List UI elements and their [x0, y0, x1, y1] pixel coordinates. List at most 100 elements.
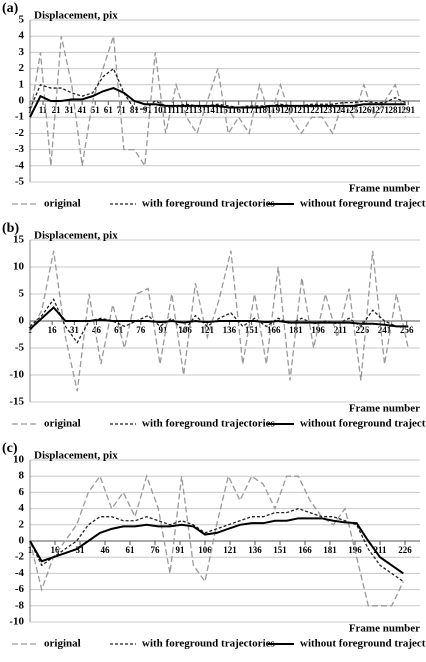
y-tick-label: -4 — [15, 159, 25, 171]
x-tick-label: 241 — [378, 325, 392, 335]
x-tick-label: 101 — [154, 105, 168, 115]
x-tick-label: 181 — [289, 325, 303, 335]
x-tick-label: 61 — [104, 105, 114, 115]
x-axis-label: Frame number — [349, 403, 420, 415]
x-tick-label: 1 — [28, 105, 33, 115]
y-tick-label: 0 — [19, 535, 25, 547]
legend-label: without foreground trajectories — [300, 638, 426, 650]
x-tick-label: 151 — [245, 325, 259, 335]
x-tick-label: 31 — [70, 325, 80, 335]
y-tick-label: 0 — [19, 95, 25, 107]
y-tick-label: 0 — [19, 315, 25, 327]
y-tick-label: 5 — [19, 14, 25, 26]
x-tick-label: 151 — [273, 545, 287, 555]
x-tick-label: 121 — [201, 325, 215, 335]
series-line — [29, 298, 409, 344]
x-tick-label: 166 — [267, 325, 281, 335]
x-axis-label: Frame number — [349, 183, 420, 195]
legend-label: with foreground trajectories — [142, 638, 276, 650]
x-tick-label: 171 — [245, 105, 259, 115]
x-tick-label: 226 — [398, 545, 412, 555]
panel-label: (b) — [2, 221, 19, 236]
x-tick-label: 111 — [167, 105, 180, 115]
series-line — [29, 250, 409, 392]
x-tick-label: 121 — [223, 545, 237, 555]
x-tick-label: 51 — [91, 105, 101, 115]
y-tick-label: 10 — [13, 454, 25, 466]
x-tick-label: 201 — [284, 105, 298, 115]
x-tick-label: 91 — [176, 545, 186, 555]
x-tick-label: 16 — [51, 545, 61, 555]
x-tick-label: 256 — [400, 325, 414, 335]
y-tick-label: -15 — [9, 396, 24, 408]
x-tick-label: 231 — [323, 105, 337, 115]
x-tick-label: 61 — [114, 325, 124, 335]
y-axis-label: Displacement, pix — [34, 450, 118, 462]
y-tick-label: -4 — [15, 567, 25, 579]
x-tick-label: 131 — [193, 105, 207, 115]
x-tick-label: 21 — [52, 105, 62, 115]
legend-label: with foreground trajectories — [142, 198, 276, 210]
y-tick-label: 4 — [19, 30, 25, 42]
legend-label: with foreground trajectories — [142, 418, 276, 430]
x-tick-label: 166 — [298, 545, 312, 555]
y-tick-label: 15 — [13, 234, 25, 246]
x-tick-label: 226 — [356, 325, 370, 335]
legend-label: without foreground trajectories — [300, 418, 426, 430]
x-tick-label: 106 — [178, 325, 192, 335]
x-tick-label: 211 — [297, 105, 311, 115]
legend-label: without foreground trajectories — [300, 198, 426, 210]
x-tick-label: 291 — [402, 105, 416, 115]
x-tick-label: 76 — [151, 545, 161, 555]
y-tick-label: -6 — [15, 583, 25, 595]
y-tick-label: 6 — [19, 486, 25, 498]
x-tick-label: 241 — [336, 105, 350, 115]
y-tick-label: 8 — [19, 470, 25, 482]
y-tick-label: 10 — [13, 261, 25, 273]
panel-label: (c) — [2, 441, 18, 456]
x-tick-label: 91 — [143, 105, 153, 115]
x-tick-label: 31 — [65, 105, 75, 115]
x-tick-label: 91 — [158, 325, 168, 335]
y-axis-label: Displacement, pix — [34, 10, 118, 22]
x-tick-label: 161 — [232, 105, 246, 115]
series-line — [29, 474, 404, 607]
x-tick-label: 141 — [206, 105, 220, 115]
y-tick-label: -10 — [9, 369, 24, 381]
x-tick-label: 11 — [39, 105, 48, 115]
y-tick-label: 5 — [19, 288, 25, 300]
legend-label: original — [44, 638, 81, 650]
series-line — [29, 67, 406, 110]
y-tick-label: 2 — [19, 518, 25, 530]
x-tick-label: 41 — [78, 105, 88, 115]
x-tick-label: 106 — [198, 545, 212, 555]
y-tick-label: -2 — [15, 551, 25, 563]
x-tick-label: 61 — [126, 545, 136, 555]
y-tick-label: -8 — [15, 599, 25, 611]
legend-label: original — [44, 198, 81, 210]
series-line — [29, 306, 409, 330]
x-tick-label: 81 — [130, 105, 140, 115]
y-axis-label: Displacement, pix — [34, 230, 118, 242]
x-tick-label: 31 — [76, 545, 86, 555]
series-line — [29, 517, 404, 575]
y-tick-label: 2 — [19, 62, 25, 74]
y-tick-label: 4 — [19, 502, 25, 514]
x-tick-label: 196 — [311, 325, 325, 335]
x-tick-label: 181 — [323, 545, 337, 555]
y-tick-label: -5 — [15, 176, 25, 188]
x-tick-label: 136 — [248, 545, 262, 555]
series-line — [29, 86, 406, 118]
x-tick-label: 261 — [362, 105, 376, 115]
y-tick-label: -1 — [15, 111, 24, 123]
x-tick-label: 181 — [258, 105, 272, 115]
x-tick-label: 271 — [375, 105, 389, 115]
x-tick-label: 281 — [388, 105, 402, 115]
y-tick-label: -2 — [15, 127, 25, 139]
x-tick-label: 191 — [271, 105, 285, 115]
x-tick-label: 46 — [101, 545, 111, 555]
x-tick-label: 211 — [373, 545, 387, 555]
y-tick-label: 3 — [19, 46, 25, 58]
series-line — [29, 36, 407, 168]
